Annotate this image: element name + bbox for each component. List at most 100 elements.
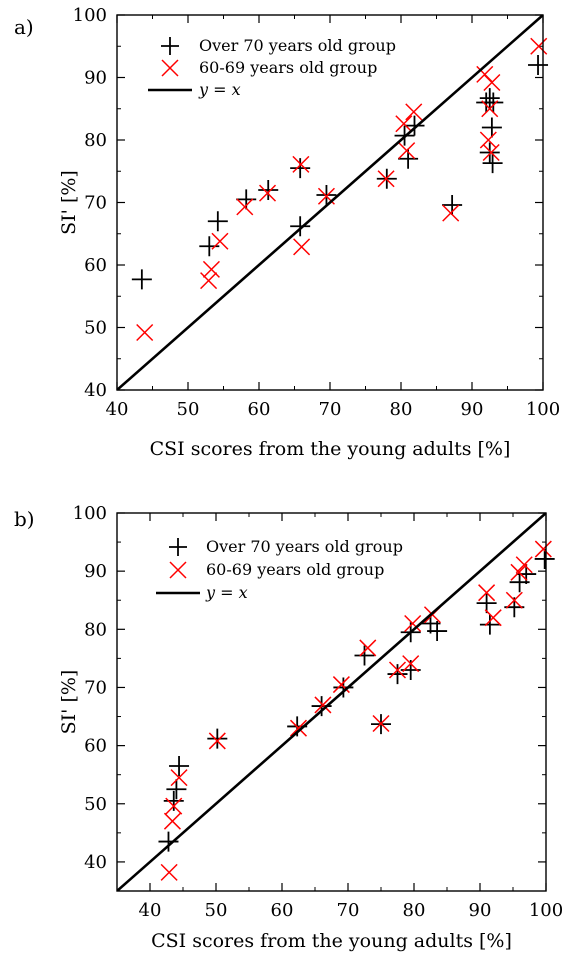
plus-marker bbox=[482, 153, 503, 174]
plus-marker bbox=[166, 779, 187, 800]
cross-marker bbox=[165, 797, 183, 815]
x-tick-label: 70 bbox=[337, 900, 360, 921]
legend-entry: Over 70 years old group bbox=[206, 537, 403, 556]
cross-marker bbox=[202, 260, 220, 278]
plus-marker bbox=[528, 55, 549, 75]
cross-marker bbox=[505, 591, 523, 609]
cross-marker bbox=[136, 323, 154, 342]
y-axis-label: SI' [%] bbox=[58, 170, 80, 235]
plus-marker bbox=[476, 593, 497, 614]
cross-marker bbox=[481, 100, 499, 118]
cross-marker bbox=[170, 769, 188, 787]
x-axis-label: CSI scores from the young adults [%] bbox=[150, 438, 511, 460]
plus-marker bbox=[163, 790, 184, 811]
cross-marker bbox=[160, 863, 178, 881]
cross-marker bbox=[359, 639, 377, 657]
x-tick-label: 80 bbox=[390, 399, 413, 420]
plot-frame bbox=[116, 14, 544, 391]
x-tick-label: 90 bbox=[469, 900, 492, 921]
legend-plus-symbol bbox=[169, 538, 187, 556]
identity-line bbox=[117, 513, 546, 891]
x-tick-label: 50 bbox=[177, 399, 200, 420]
cross-marker bbox=[484, 609, 502, 627]
plus-marker bbox=[479, 88, 500, 109]
legend-cross-symbol bbox=[169, 561, 187, 579]
cross-marker bbox=[405, 103, 423, 121]
panel-label: a) bbox=[14, 15, 34, 39]
y-tick-label: 90 bbox=[84, 68, 107, 89]
cross-marker bbox=[377, 170, 395, 188]
y-tick-label: 40 bbox=[84, 852, 107, 873]
y-tick-label: 70 bbox=[84, 677, 107, 698]
cross-marker bbox=[398, 142, 416, 160]
x-tick-label: 50 bbox=[205, 900, 228, 921]
plot-frame bbox=[116, 512, 547, 892]
cross-marker bbox=[395, 115, 413, 133]
plus-marker bbox=[207, 211, 228, 232]
plus-marker bbox=[258, 180, 279, 200]
cross-marker bbox=[236, 198, 254, 216]
cross-marker bbox=[293, 238, 311, 256]
y-tick-label: 100 bbox=[73, 503, 107, 524]
plus-marker bbox=[290, 158, 311, 179]
panel-label: b) bbox=[14, 507, 35, 531]
legend-entry: 60-69 years old group bbox=[199, 58, 377, 77]
cross-marker bbox=[314, 696, 332, 714]
legend-entry: y = x bbox=[198, 80, 241, 99]
x-tick-label: 60 bbox=[271, 900, 294, 921]
x-tick-label: 40 bbox=[106, 399, 129, 420]
cross-marker bbox=[534, 540, 552, 558]
legend-entry: 60-69 years old group bbox=[206, 560, 384, 579]
legend-entry: Over 70 years old group bbox=[199, 36, 396, 55]
y-tick-label: 50 bbox=[84, 318, 107, 339]
plus-marker bbox=[483, 92, 504, 113]
y-tick-label: 70 bbox=[84, 193, 107, 214]
plus-marker bbox=[290, 216, 311, 237]
legend-plus-symbol bbox=[161, 37, 179, 55]
y-tick-label: 60 bbox=[84, 255, 107, 276]
y-tick-label: 80 bbox=[84, 619, 107, 640]
cross-marker bbox=[258, 184, 277, 202]
x-tick-label: 100 bbox=[529, 900, 563, 921]
plus-marker bbox=[354, 645, 375, 666]
plus-marker bbox=[387, 664, 408, 685]
plus-marker bbox=[316, 185, 337, 205]
plus-marker bbox=[169, 755, 190, 776]
y-tick-label: 100 bbox=[73, 5, 107, 26]
cross-marker bbox=[200, 272, 218, 290]
plus-marker bbox=[534, 548, 555, 569]
cross-marker bbox=[388, 661, 407, 679]
x-tick-label: 70 bbox=[319, 399, 342, 420]
cross-marker bbox=[332, 676, 350, 694]
x-axis-label: CSI scores from the young adults [%] bbox=[151, 930, 512, 952]
plus-marker bbox=[479, 142, 500, 163]
cross-marker bbox=[442, 204, 460, 222]
cross-marker bbox=[479, 131, 497, 149]
cross-marker bbox=[530, 37, 548, 55]
cross-marker bbox=[163, 812, 181, 830]
y-tick-label: 50 bbox=[84, 794, 107, 815]
cross-marker bbox=[482, 143, 500, 162]
cross-marker bbox=[208, 732, 226, 750]
y-tick-label: 80 bbox=[84, 130, 107, 151]
cross-marker bbox=[289, 719, 308, 737]
plus-marker bbox=[479, 614, 500, 635]
y-tick-label: 40 bbox=[84, 380, 107, 401]
cross-marker bbox=[510, 563, 528, 581]
cross-marker bbox=[402, 655, 420, 673]
chart-panel-0: a) 40 50 60 70 80 90 100 40 50 60 70 80 90 100 CSI scor… bbox=[14, 5, 560, 460]
cross-marker bbox=[483, 73, 501, 92]
cross-marker bbox=[404, 614, 422, 633]
cross-marker bbox=[478, 584, 496, 602]
x-tick-label: 80 bbox=[403, 900, 426, 921]
plus-marker bbox=[158, 831, 179, 852]
plus-marker bbox=[207, 728, 228, 749]
x-tick-label: 90 bbox=[461, 399, 484, 420]
legend-entry: y = x bbox=[205, 583, 248, 602]
plus-marker bbox=[404, 115, 425, 136]
cross-marker bbox=[515, 556, 533, 574]
plus-marker bbox=[131, 269, 152, 290]
y-axis-label: SI' [%] bbox=[58, 670, 80, 735]
x-tick-label: 60 bbox=[248, 399, 271, 420]
